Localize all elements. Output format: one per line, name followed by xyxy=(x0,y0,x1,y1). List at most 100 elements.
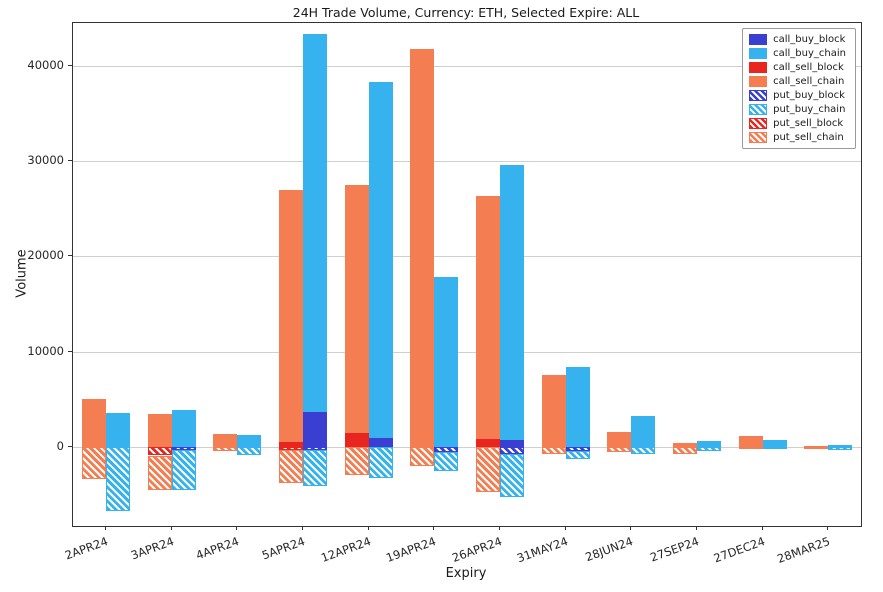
bar-put_buy_chain xyxy=(105,446,130,511)
bar-call_sell_chain xyxy=(541,374,566,447)
bar-put_buy_block xyxy=(302,446,327,450)
y-tick-mark xyxy=(68,255,72,257)
y-tick-mark xyxy=(68,160,72,162)
legend: call_buy_block call_buy_chain call_sell_bl… xyxy=(742,28,856,149)
bar-put_sell_block xyxy=(147,446,172,456)
bar-put_sell_chain xyxy=(607,446,632,452)
bar-call_buy_chain xyxy=(302,34,327,412)
bar-call_sell_block xyxy=(344,432,369,447)
y-axis-label: Volume xyxy=(14,249,30,298)
bar-put_buy_chain xyxy=(302,449,327,486)
bar-put_buy_chain xyxy=(434,451,459,471)
y-tick-label: 10000 xyxy=(27,343,64,358)
bar-call_sell_chain xyxy=(804,446,829,447)
y-tick-label: 0 xyxy=(56,438,64,453)
x-axis-label: Expiry xyxy=(445,566,487,581)
bar-put_sell_chain xyxy=(81,446,106,480)
bar-call_buy_chain xyxy=(171,409,196,447)
legend-label: put_sell_chain xyxy=(773,132,844,143)
legend-item: put_buy_chain xyxy=(749,104,846,115)
bar-put_buy_chain xyxy=(237,446,262,456)
bar-call_buy_chain xyxy=(368,82,393,439)
x-tick-mark xyxy=(433,526,435,530)
legend-item: put_sell_chain xyxy=(749,132,846,143)
legend-swatch-put_buy_block xyxy=(749,90,768,101)
x-tick-mark xyxy=(695,526,697,530)
bar-put_sell_chain xyxy=(541,446,566,454)
gridline xyxy=(73,65,861,67)
legend-label: call_buy_chain xyxy=(773,48,846,59)
plot-area: call_buy_block call_buy_chain call_sell_bl… xyxy=(72,22,862,527)
x-tick-mark xyxy=(498,526,500,530)
bar-call_buy_block xyxy=(368,438,393,447)
x-tick-mark xyxy=(367,526,369,530)
legend-swatch-put_buy_chain xyxy=(749,104,768,115)
legend-item: call_sell_chain xyxy=(749,76,846,87)
bar-put_buy_chain xyxy=(762,446,787,449)
legend-label: call_sell_chain xyxy=(773,76,845,87)
y-tick-mark xyxy=(68,350,72,352)
y-tick-label: 20000 xyxy=(27,248,64,263)
legend-item: call_buy_block xyxy=(749,34,846,45)
y-tick-mark xyxy=(68,445,72,447)
bar-put_buy_chain xyxy=(696,446,721,451)
bar-put_buy_chain xyxy=(565,450,590,460)
bar-call_buy_chain xyxy=(828,445,853,447)
x-tick-mark xyxy=(170,526,172,530)
legend-swatch-put_sell_block xyxy=(749,118,768,129)
bar-put_buy_chain xyxy=(499,453,524,498)
chart-title: 24H Trade Volume, Currency: ETH, Selecte… xyxy=(292,5,640,20)
bar-call_sell_chain xyxy=(410,48,435,447)
legend-label: call_sell_block xyxy=(773,62,844,73)
bar-put_sell_chain xyxy=(213,446,238,451)
bar-call_buy_chain xyxy=(434,277,459,447)
bar-call_sell_chain xyxy=(147,413,172,447)
bar-put_sell_block xyxy=(278,446,303,450)
y-tick-mark xyxy=(68,64,72,66)
bar-put_buy_block xyxy=(434,446,459,452)
bar-put_sell_chain xyxy=(738,446,763,449)
bar-put_sell_chain xyxy=(147,455,172,490)
legend-swatch-call_sell_chain xyxy=(749,76,768,87)
bar-call_buy_block xyxy=(302,411,327,447)
legend-item: put_sell_block xyxy=(749,118,846,129)
bar-call_sell_chain xyxy=(81,399,106,447)
x-tick-mark xyxy=(827,526,829,530)
bar-put_buy_block xyxy=(171,446,196,450)
legend-label: put_buy_block xyxy=(773,90,845,101)
legend-item: call_sell_block xyxy=(749,62,846,73)
bar-put_buy_chain xyxy=(171,449,196,490)
bar-call_sell_chain xyxy=(738,435,763,447)
gridline xyxy=(73,161,861,163)
legend-item: call_buy_chain xyxy=(749,48,846,59)
bar-put_sell_chain xyxy=(278,449,303,484)
bar-call_buy_block xyxy=(499,440,524,447)
y-tick-label: 40000 xyxy=(27,57,64,72)
bar-put_buy_block xyxy=(565,446,590,451)
x-tick-mark xyxy=(761,526,763,530)
bar-call_sell_chain xyxy=(213,433,238,447)
bar-put_buy_chain xyxy=(828,446,853,450)
x-tick-mark xyxy=(564,526,566,530)
bar-call_sell_block xyxy=(475,439,500,447)
legend-swatch-call_sell_block xyxy=(749,62,768,73)
bar-put_sell_chain xyxy=(672,446,697,454)
bar-call_sell_chain xyxy=(607,431,632,447)
legend-label: call_buy_block xyxy=(773,34,846,45)
bar-call_buy_chain xyxy=(696,441,721,447)
legend-swatch-call_buy_block xyxy=(749,34,768,45)
bar-call_sell_chain xyxy=(475,196,500,440)
bar-put_buy_chain xyxy=(368,446,393,479)
bar-call_buy_chain xyxy=(237,434,262,447)
bar-put_sell_chain xyxy=(804,446,829,449)
bar-put_sell_chain xyxy=(344,446,369,476)
legend-label: put_sell_block xyxy=(773,118,844,129)
x-tick-mark xyxy=(630,526,632,530)
bar-put_sell_chain xyxy=(410,446,435,466)
gridline xyxy=(73,446,861,448)
bar-put_buy_chain xyxy=(631,446,656,455)
bar-call_sell_chain xyxy=(344,185,369,433)
bar-call_buy_chain xyxy=(565,366,590,447)
bar-put_buy_block xyxy=(499,446,524,454)
